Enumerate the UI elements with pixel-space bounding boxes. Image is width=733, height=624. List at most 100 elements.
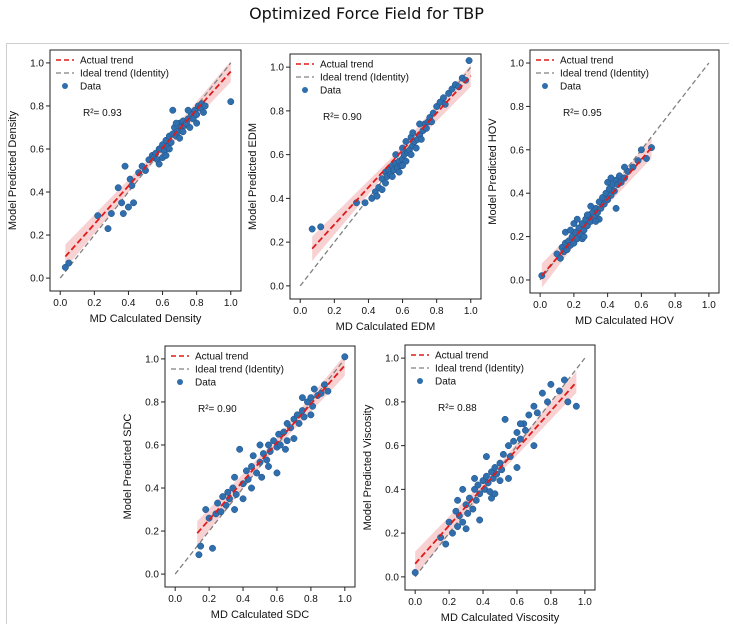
y-axis-label: Model Predicted HOV — [487, 118, 499, 225]
data-point — [409, 129, 417, 137]
data-point — [200, 108, 207, 116]
y-tick-label: 0.2 — [385, 529, 399, 540]
y-tick-label: 0.6 — [270, 150, 284, 161]
x-tick-label: 0.8 — [430, 306, 444, 317]
x-tick-label: 1.0 — [464, 306, 478, 317]
y-axis-label: Model Predicted Viscosity — [362, 404, 374, 530]
y-tick-label: 1.0 — [385, 354, 399, 365]
data-point — [399, 162, 407, 170]
data-point — [219, 493, 227, 501]
data-point — [307, 411, 315, 419]
y-axis-label: Model Predicted SDC — [122, 414, 134, 520]
data-point — [373, 192, 381, 200]
data-point — [544, 398, 551, 406]
x-tick-label: 0.0 — [168, 594, 182, 605]
x-tick-label: 0.4 — [476, 597, 490, 608]
x-tick-label: 0.2 — [202, 594, 216, 605]
legend-actual-label: Actual trend — [195, 352, 248, 363]
chart-panel-1: 0.0 0.2 0.4 0.6 0.8 1.0 0.0 0.2 0.4 0.6 0.8 1.0 MD C… — [7, 49, 242, 325]
data-point — [65, 259, 73, 267]
data-point — [118, 199, 126, 207]
y-tick-label: 0.8 — [30, 101, 44, 112]
data-point — [491, 464, 499, 471]
data-point — [281, 445, 289, 453]
x-axis-label: MD Calculated SDC — [211, 609, 309, 621]
data-point — [256, 441, 264, 449]
data-point — [253, 469, 261, 477]
data-point — [239, 495, 247, 503]
data-point — [217, 508, 225, 516]
y-tick-label: 0.4 — [145, 484, 159, 495]
legend-data-swatch — [417, 378, 423, 384]
data-point — [119, 210, 127, 217]
figure-frame — [6, 43, 729, 624]
data-point — [476, 516, 484, 524]
x-tick-label: 0.6 — [396, 306, 410, 317]
data-point — [637, 146, 645, 154]
data-point — [496, 459, 504, 467]
data-point — [300, 413, 308, 421]
data-point — [407, 151, 415, 159]
data-point — [94, 212, 102, 220]
data-point — [533, 409, 541, 417]
r2-annotation: R²= 0.90 — [198, 404, 237, 415]
data-point — [114, 184, 122, 192]
data-point — [530, 402, 538, 410]
data-point — [270, 437, 278, 445]
x-tick-label: 0.0 — [293, 306, 307, 317]
actual-trend-line — [196, 364, 346, 534]
data-point — [464, 509, 472, 517]
data-point — [505, 442, 512, 450]
x-tick-label: 0.6 — [156, 298, 170, 309]
data-point — [242, 467, 250, 475]
data-point — [209, 544, 216, 552]
data-point — [231, 506, 239, 513]
data-point — [612, 204, 620, 212]
data-point — [402, 138, 410, 145]
data-point — [411, 569, 419, 576]
y-tick-label: 0.0 — [145, 570, 159, 581]
data-point — [290, 435, 298, 442]
data-point — [530, 442, 538, 450]
y-tick-label: 1.0 — [145, 354, 159, 365]
data-point — [572, 402, 580, 410]
data-point — [592, 217, 600, 225]
x-axis-label: MD Calculated EDM — [336, 321, 436, 333]
y-tick-label: 0.2 — [30, 231, 44, 242]
y-tick-label: 0.8 — [510, 102, 524, 113]
data-point — [378, 186, 386, 194]
data-point — [224, 488, 232, 496]
data-point — [283, 437, 291, 445]
data-point — [197, 542, 205, 550]
data-point — [155, 160, 163, 168]
data-point — [459, 518, 467, 526]
data-point — [482, 472, 490, 480]
data-point — [501, 415, 509, 423]
y-tick-label: 1.0 — [30, 58, 44, 69]
data-point — [573, 215, 581, 223]
y-tick-label: 1.0 — [510, 59, 524, 70]
y-tick-label: 0.6 — [30, 144, 44, 155]
legend-actual-label: Actual trend — [560, 56, 613, 67]
y-tick-label: 0.8 — [385, 397, 399, 408]
x-tick-label: 1.0 — [578, 597, 592, 608]
data-point — [321, 381, 328, 389]
data-point — [249, 452, 257, 460]
data-point — [214, 499, 222, 507]
data-point — [186, 124, 194, 131]
data-point — [317, 223, 325, 231]
data-point — [162, 151, 170, 159]
y-tick-label: 0.4 — [510, 189, 524, 200]
y-tick-label: 0.6 — [385, 441, 399, 452]
data-point — [567, 226, 574, 234]
chart-panel-5: 0.0 0.2 0.4 0.6 0.8 1.0 0.0 0.2 0.4 0.6 0.8 1.0 MD C… — [362, 344, 596, 624]
data-point — [556, 254, 564, 262]
data-point — [295, 420, 303, 427]
y-tick-label: 0.2 — [510, 232, 524, 243]
legend-data-swatch — [542, 83, 548, 89]
legend-data-label: Data — [80, 82, 102, 93]
r2-annotation: R²= 0.88 — [438, 403, 477, 414]
actual-trend-line — [541, 147, 653, 277]
data-point — [179, 128, 187, 136]
